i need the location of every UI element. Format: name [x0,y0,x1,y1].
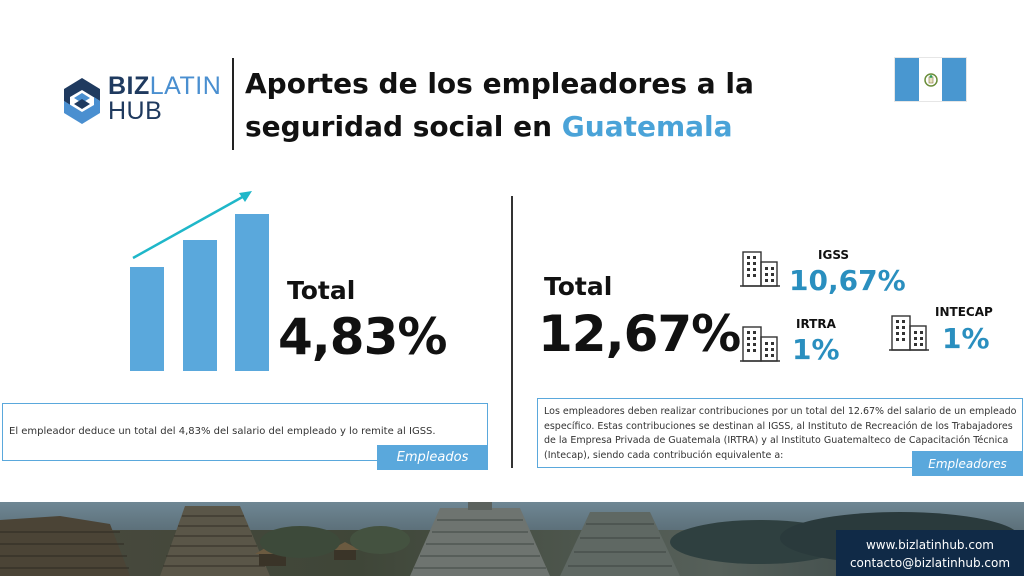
center-divider [511,196,513,468]
left-total-label: Total [287,276,356,305]
irtra-label: IRTRA [796,317,836,331]
employers-tag: Empleadores [912,451,1023,476]
igss-label: IGSS [818,248,850,262]
building-icon [740,326,780,362]
building-icon [889,315,929,351]
bizlatinhub-logo: BIZLATIN HUB [60,74,225,130]
email-link[interactable]: contacto@bizlatinhub.com [849,556,1011,570]
igss-percentage: 10,67% [789,264,906,297]
right-description: Los empleadores deben realizar contribuc… [544,406,1017,461]
intecap-percentage: 1% [942,322,990,355]
building-icon [740,251,780,287]
employees-tag: Empleados [377,445,488,470]
website-link[interactable]: www.bizlatinhub.com [865,538,994,552]
page-title: Aportes de los empleadores a la segurida… [245,67,754,143]
logo-mark-icon [64,78,100,124]
intecap-label: INTECAP [935,305,993,319]
right-total-label: Total [544,272,613,301]
title-accent: Guatemala [561,110,733,143]
logo-text: BIZLATIN HUB [108,72,222,125]
growth-bars-icon [130,191,269,371]
guatemala-flag-icon [894,57,967,102]
irtra-percentage: 1% [792,333,840,366]
header-divider [232,58,234,150]
mayan-ruins-footer-image [0,502,1024,576]
coat-of-arms-icon [923,72,938,87]
left-total-value: 4,83% [278,308,447,366]
right-total-value: 12,67% [538,305,741,363]
left-description: El empleador deduce un total del 4,83% d… [9,426,436,437]
contact-box: www.bizlatinhub.com contacto@bizlatinhub… [836,530,1024,576]
